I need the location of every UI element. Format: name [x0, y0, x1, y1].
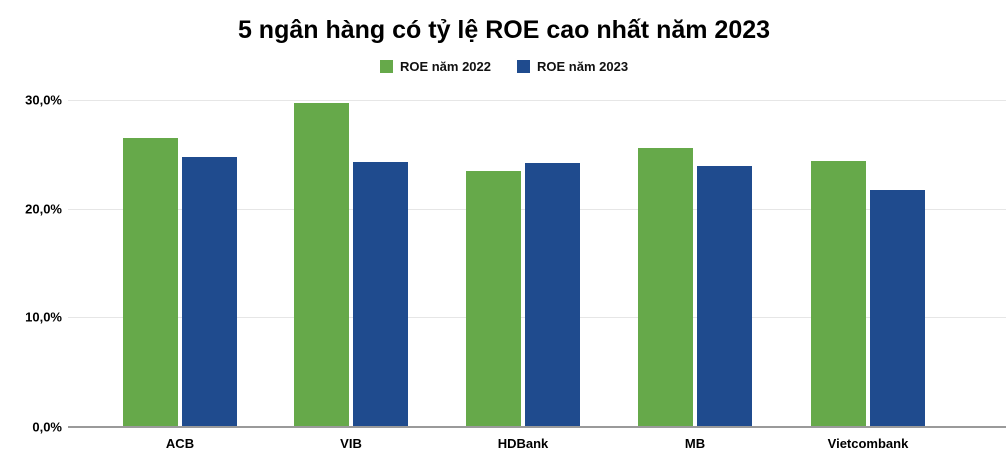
x-axis-label-hdbank: HDBank [497, 436, 549, 451]
bar-acb-roe-n-m-2023 [182, 156, 237, 426]
legend-label-roe-2023: ROE năm 2023 [537, 59, 629, 74]
legend-item-roe-2023: ROE năm 2023 [517, 59, 628, 74]
chart-title: 5 ngân hàng có tỷ lệ ROE cao nhất năm 20… [237, 16, 771, 44]
legend: ROE năm 2022 ROE năm 2023 [0, 59, 1008, 74]
bar-mb-roe-n-m-2023 [697, 166, 752, 426]
bar-mb-roe-n-m-2022 [638, 147, 693, 426]
y-axis-label: 30,0% [25, 92, 62, 108]
x-axis-label-mb: MB [684, 436, 706, 451]
x-axis-label-vietcombank: Vietcombank [827, 436, 909, 451]
x-axis-label-acb: ACB [165, 436, 195, 451]
y-axis-label: 20,0% [25, 201, 62, 217]
legend-item-roe-2022: ROE năm 2022 [379, 59, 491, 74]
bar-hdbank-roe-n-m-2023 [525, 163, 580, 426]
bar-hdbank-roe-n-m-2022 [466, 170, 521, 426]
y-axis-label: 0,0% [32, 419, 62, 435]
x-axis-baseline [68, 426, 1006, 428]
y-axis-label: 10,0% [25, 309, 62, 325]
legend-label-roe-2022: ROE năm 2022 [399, 59, 491, 74]
bar-vietcombank-roe-n-m-2022 [811, 160, 866, 426]
bar-vib-roe-n-m-2022 [294, 103, 349, 426]
legend-swatch-2022-icon [379, 60, 393, 73]
bar-acb-roe-n-m-2022 [123, 138, 178, 426]
x-axis-label-vib: VIB [340, 436, 362, 451]
bar-vietcombank-roe-n-m-2023 [870, 190, 925, 426]
bar-vib-roe-n-m-2023 [353, 161, 408, 426]
legend-swatch-2023-icon [517, 60, 530, 73]
gridline [68, 100, 1006, 101]
